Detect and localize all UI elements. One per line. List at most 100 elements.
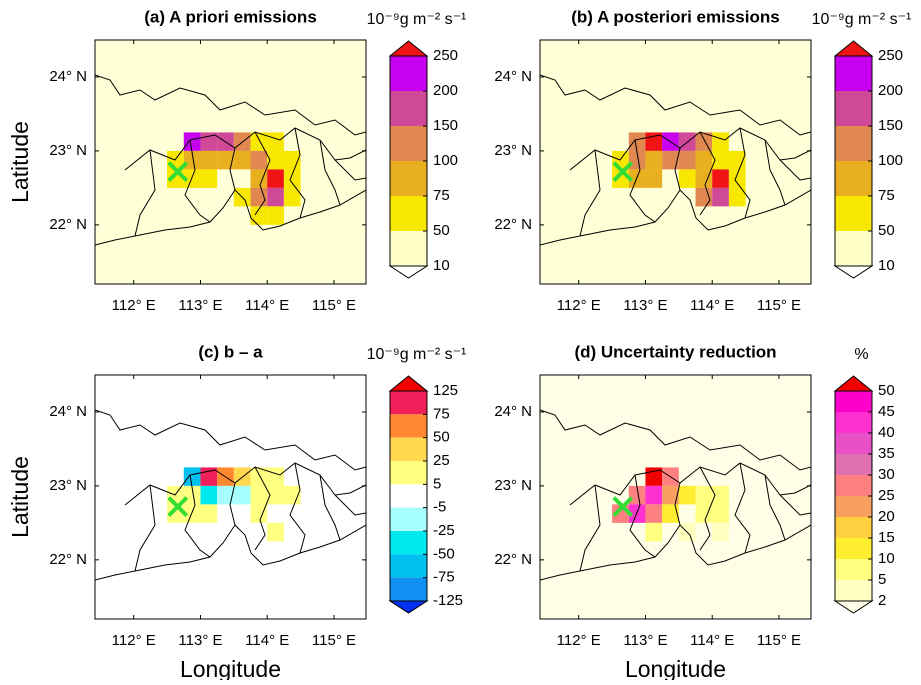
grid-cell	[183, 150, 201, 170]
colorbar-segment	[835, 559, 872, 580]
colorbar-tick-label: 25	[878, 487, 895, 504]
colorbar-segment	[390, 196, 427, 231]
grid-cell	[267, 132, 284, 151]
colorbar-extension	[388, 600, 429, 614]
grid-cell	[712, 522, 729, 542]
colorbar-segment	[390, 484, 427, 508]
colorbar-segment	[835, 454, 872, 475]
x-tick-label: 112° E	[112, 632, 156, 649]
colorbar-tick-label: 250	[878, 47, 903, 64]
grid-cell	[250, 504, 268, 523]
grid-cell	[200, 485, 218, 505]
map	[540, 40, 811, 284]
grid-cell	[250, 485, 268, 505]
grid-cell	[183, 169, 201, 188]
grid-cell	[645, 485, 663, 505]
colorbar-tick-label: 50	[878, 382, 895, 399]
colorbar-tick-label: 30	[878, 466, 895, 483]
colorbar-segment	[390, 91, 427, 126]
y-tick-label: 24° N	[49, 403, 87, 420]
map	[95, 40, 366, 284]
x-tick-label: 112° E	[557, 297, 601, 314]
y-tick-label: 23° N	[494, 142, 532, 159]
colorbar-tick-label: 35	[878, 445, 895, 462]
grid-cell	[712, 150, 729, 170]
colorbar-tick-label: 250	[433, 47, 458, 64]
colorbar-segment	[835, 91, 872, 126]
colorbar-segment	[390, 554, 427, 578]
grid-cell	[200, 150, 218, 170]
y-tick-label: 22° N	[49, 551, 87, 568]
grid-cell	[267, 467, 284, 486]
colorbar-tick-label: 10	[878, 257, 895, 274]
colorbar-segment	[390, 56, 427, 91]
y-tick-label: 24° N	[494, 68, 532, 85]
grid-cell	[183, 504, 201, 523]
grid-cell	[233, 150, 251, 170]
colorbar-extension	[388, 40, 429, 57]
x-tick-label: 114° E	[245, 632, 289, 649]
grid-cell	[628, 169, 646, 188]
grid-cell	[250, 206, 268, 225]
grid-cell	[695, 485, 713, 505]
grid-cell	[250, 169, 268, 188]
grid-cell	[645, 169, 663, 188]
colorbar-tick-label: 100	[878, 152, 903, 169]
colorbar-segment	[835, 538, 872, 559]
grid-cell	[200, 504, 218, 523]
site-marker	[612, 161, 634, 183]
grid-cell	[695, 504, 713, 523]
grid-cell	[662, 150, 679, 170]
colorbar-segment	[835, 196, 872, 231]
y-tick-label: 23° N	[49, 477, 87, 494]
grid-cell	[183, 485, 201, 505]
panel-title: (b) A posteriori emissions	[571, 7, 779, 26]
y-tick-label: 24° N	[49, 68, 87, 85]
colorbar-segment	[835, 496, 872, 517]
colorbar-tick-label: 40	[878, 424, 895, 441]
colorbar-tick-label: 125	[433, 382, 458, 399]
grid-cell	[662, 504, 679, 523]
colorbar-segment	[390, 161, 427, 196]
panel-title: (d) Uncertainty reduction	[574, 342, 776, 361]
colorbar-tick-label: -50	[433, 545, 455, 562]
colorbar-tick-label: 2	[878, 592, 886, 609]
colorbar-extension	[388, 375, 429, 392]
colorbar-tick-label: 50	[878, 222, 895, 239]
colorbar-tick-label: 5	[878, 571, 886, 588]
axes-box	[539, 374, 812, 620]
grid-cell	[200, 169, 218, 188]
grid-cell	[728, 169, 746, 188]
colorbar-segment	[835, 231, 872, 266]
y-axis-label: Latitude	[7, 456, 33, 538]
colorbar-label: 10⁻⁹g m⁻² s⁻¹	[367, 11, 467, 28]
grid-cell	[183, 132, 201, 151]
grid-cell	[662, 485, 679, 505]
y-tick-label: 23° N	[494, 477, 532, 494]
colorbar-tick-label: 100	[433, 152, 458, 169]
colorbar-segment	[835, 126, 872, 161]
grid-cell	[712, 169, 729, 188]
colorbar-tick-label: 150	[433, 117, 458, 134]
x-tick-label: 114° E	[690, 297, 734, 314]
map	[95, 375, 366, 619]
x-tick-label: 115° E	[312, 297, 356, 314]
grid-cell	[628, 485, 646, 505]
site-marker	[167, 161, 189, 183]
colorbar-tick-label: 10	[878, 550, 895, 567]
colorbar-segment	[390, 391, 427, 415]
grid-cell	[678, 169, 696, 188]
colorbar-extension	[833, 375, 874, 392]
grid-cell	[712, 504, 729, 523]
colorbar-label: %	[854, 346, 868, 363]
x-tick-label: 114° E	[690, 632, 734, 649]
map	[540, 375, 811, 619]
colorbar-label: 10⁻⁹g m⁻² s⁻¹	[367, 346, 467, 363]
x-tick-label: 112° E	[112, 297, 156, 314]
grid-cell	[728, 187, 746, 207]
colorbar-extension	[833, 600, 874, 614]
colorbar-segment	[390, 461, 427, 485]
y-tick-label: 24° N	[494, 403, 532, 420]
colorbar-tick-label: -125	[433, 592, 463, 609]
colorbar-tick-label: 75	[433, 405, 450, 422]
